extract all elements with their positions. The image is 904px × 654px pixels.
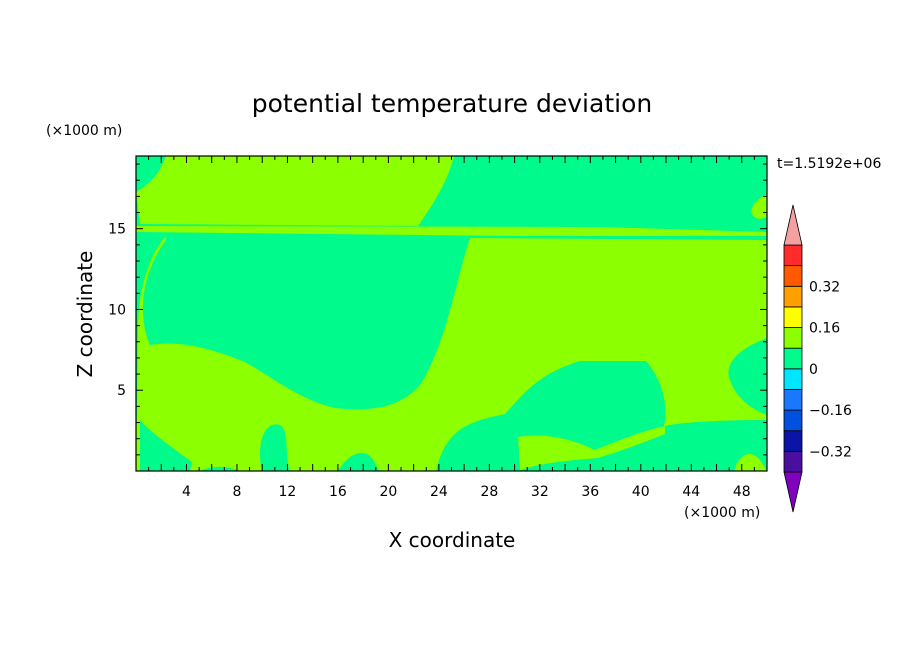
colorbar-swatch — [783, 265, 803, 287]
contour-region-positive — [136, 236, 767, 471]
colorbar-label: 0.32 — [809, 279, 840, 295]
x-tick-label: 28 — [480, 484, 498, 500]
colorbar-swatch — [783, 306, 803, 328]
contour-region-negative — [338, 452, 380, 471]
x-tick-label: 4 — [182, 484, 191, 500]
y-axis-title: Z coordinate — [73, 251, 97, 378]
colorbar-swatch — [783, 327, 803, 349]
colorbar-label: 0.16 — [809, 321, 840, 337]
time-label: t=1.5192e+06 — [777, 156, 881, 172]
x-tick-label: 8 — [232, 484, 241, 500]
colorbar-swatch — [783, 244, 803, 267]
y-tick-label: 5 — [117, 383, 126, 399]
colorbar-arrow-low — [783, 471, 803, 513]
x-tick-label: 20 — [379, 484, 397, 500]
x-tick-label: 12 — [279, 484, 297, 500]
x-tick-label: 16 — [329, 484, 347, 500]
x-tick-label: 40 — [632, 484, 650, 500]
y-unit-label: (×1000 m) — [46, 123, 122, 139]
colorbar-swatch — [783, 409, 803, 432]
colorbar-label: 0 — [809, 362, 818, 378]
contour-region-positive — [735, 453, 767, 471]
x-unit-label: (×1000 m) — [684, 505, 760, 521]
chart-title: potential temperature deviation — [252, 89, 652, 118]
x-tick-label: 32 — [531, 484, 549, 500]
colorbar-swatch — [783, 347, 803, 370]
contour-region-negative — [140, 420, 192, 471]
colorbar-swatch — [783, 430, 803, 452]
x-axis-title: X coordinate — [389, 528, 516, 552]
colorbar-swatch — [783, 368, 803, 390]
x-tick-label: 24 — [430, 484, 448, 500]
colorbar — [783, 204, 803, 513]
x-tick-label: 44 — [682, 484, 700, 500]
colorbar-swatch — [783, 389, 803, 411]
colorbar-swatch — [783, 285, 803, 308]
contour-region-positive — [518, 426, 665, 470]
contour-region-positive — [136, 156, 454, 226]
colorbar-labels: 0.32 0.16 0 −0.16 −0.32 — [809, 279, 852, 460]
colorbar-arrow-high — [783, 204, 803, 246]
x-tick-label: 48 — [733, 484, 751, 500]
colorbar-swatch — [783, 450, 803, 473]
x-tick-label: 36 — [581, 484, 599, 500]
colorbar-label: −0.32 — [809, 444, 852, 460]
contour-region-negative — [139, 160, 162, 180]
colorbar-label: −0.16 — [809, 403, 852, 419]
y-tick-label: 10 — [108, 302, 126, 318]
y-tick-label: 15 — [108, 222, 126, 238]
contour-region-positive — [136, 226, 767, 236]
